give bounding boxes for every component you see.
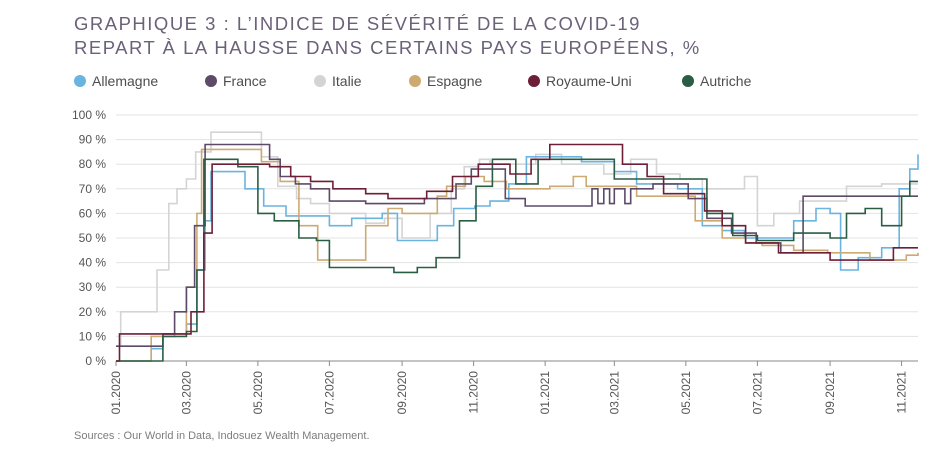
y-tick-label: 20 % [79,305,107,319]
series-lines [116,131,919,362]
x-tick-label: 01.2020 [109,371,123,415]
legend-item-italie: Italie [314,71,362,91]
y-tick-label: 40 % [79,256,107,270]
legend-label: France [223,73,267,89]
x-tick-label: 09.2021 [823,371,837,415]
series-line-allemagne [116,154,919,362]
y-tick-label: 60 % [79,206,107,220]
legend-label: Allemagne [92,73,159,89]
x-tick-label: 03.2021 [607,371,621,415]
legend-dot-icon [74,75,86,87]
legend-dot-icon [314,75,326,87]
x-tick-label: 07.2021 [750,371,764,415]
y-tick-label: 70 % [79,182,107,196]
x-tick-label: 07.2020 [322,371,336,415]
x-tick-label: 05.2021 [679,371,693,415]
legend-item-autriche: Autriche [682,71,751,91]
legend-item-royaume-uni: Royaume-Uni [528,71,632,91]
series-line-royaume-uni [116,143,918,362]
series-line-espagne [116,148,919,362]
y-tick-label: 80 % [79,157,107,171]
legend-item-allemagne: Allemagne [74,71,158,91]
legend-dot-icon [205,75,217,87]
x-tick-label: 01.2021 [538,371,552,415]
chart-title-line-2: REPART À LA HAUSSE DANS CERTAINS PAYS EU… [74,37,701,58]
legend-dot-icon [409,75,421,87]
y-tick-label: 50 % [79,231,107,245]
y-tick-label: 90 % [79,133,107,147]
chart-grid [116,114,918,337]
x-tick-label: 11.2020 [467,371,481,414]
y-tick-label: 10 % [79,329,107,343]
x-tick-label: 11.2021 [895,371,909,414]
legend-item-espagne: Espagne [409,71,482,91]
legend-dot-icon [528,75,540,87]
x-tick-label: 05.2020 [251,371,265,415]
y-axis-ticks: 0 % 10 % 20 % 30 % 40 % 50 % 60 % 70 % 80 % 90 % 1… [72,108,106,368]
x-axis: 01.2020 03.2020 05.2020 07.2020 09.2020 11.20… [109,360,918,415]
y-tick-label: 0 % [85,354,106,368]
series-line-autriche [116,158,918,362]
legend-label: Italie [332,73,362,89]
y-tick-label: 30 % [79,280,107,294]
x-tick-label: 09.2020 [395,371,409,415]
legend-label: Royaume-Uni [546,73,632,89]
legend-label: Espagne [427,73,483,89]
legend-label: Autriche [700,73,752,89]
legend-item-france: France [205,71,267,91]
chart-title-line-1: GRAPHIQUE 3 : L’INDICE DE SÉVÉRITÉ DE LA… [74,13,641,34]
legend-dot-icon [682,75,694,87]
y-tick-label: 100 % [72,108,106,122]
chart-title: GRAPHIQUE 3 : L’INDICE DE SÉVÉRITÉ DE LA… [74,12,934,60]
series-line-france [116,143,918,347]
source-note: Sources : Our World in Data, Indosuez We… [74,430,370,442]
x-tick-label: 03.2020 [179,371,193,415]
series-line-italie [116,131,918,347]
